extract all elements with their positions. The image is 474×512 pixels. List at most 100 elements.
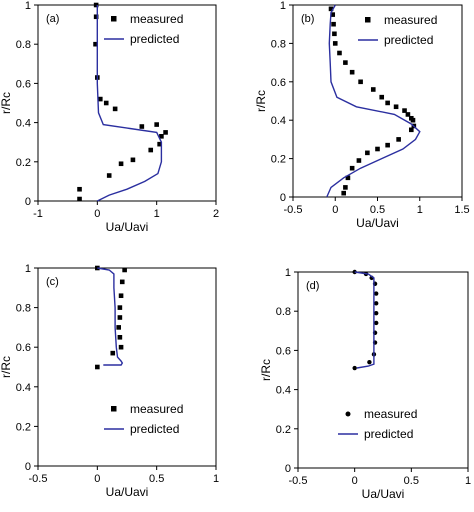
plot-frame: [297, 271, 469, 469]
data-point: [163, 130, 168, 135]
data-point: [410, 117, 416, 123]
x-tick-label: -0.5: [289, 475, 308, 487]
data-point: [358, 79, 363, 85]
data-point: [122, 267, 127, 273]
plot-frame: [37, 267, 217, 467]
data-point: [93, 2, 99, 8]
data-point: [154, 122, 159, 127]
x-axis-label: Ua/Uavi: [106, 220, 149, 234]
data-point: [365, 150, 370, 156]
series-line-predicted: [326, 4, 421, 198]
y-tick-label: 1: [285, 267, 291, 279]
y-axis-label: r/Rc: [259, 359, 273, 381]
y-tick-label: 0.2: [16, 157, 31, 169]
x-tick-label: 1: [154, 208, 160, 220]
data-point: [98, 96, 103, 102]
series-line-predicted: [354, 271, 375, 369]
data-point: [93, 14, 99, 20]
x-tick-label: 0.5: [149, 473, 164, 485]
data-point: [405, 112, 411, 117]
panel-label: (c): [46, 276, 59, 288]
y-axis-label: r/Rc: [254, 90, 268, 112]
y-tick-label: 0: [285, 463, 291, 475]
data-point: [352, 365, 357, 371]
data-point: [119, 279, 125, 285]
data-point: [385, 142, 390, 148]
data-point: [409, 127, 414, 133]
y-tick-label: 1: [25, 0, 31, 12]
x-tick-label: 2: [213, 208, 219, 220]
data-point: [375, 146, 380, 152]
x-tick-label: 1: [465, 475, 471, 487]
data-point: [139, 124, 145, 129]
data-point: [77, 186, 82, 192]
data-point: [385, 100, 390, 106]
data-point: [374, 291, 379, 296]
y-tick-label: 0.6: [16, 78, 31, 90]
x-axis-label: Ua/Uavi: [356, 216, 399, 230]
data-point: [103, 100, 109, 106]
legend-label: measured: [130, 402, 183, 416]
x-tick-label: -1: [33, 208, 43, 220]
chart-panel-4: 00.20.40.60.81-0.5 0 0.5 1Ua/Uavir/Rc(d)mea…: [259, 267, 471, 501]
data-point: [332, 41, 338, 46]
legend-label: predicted: [130, 422, 179, 436]
chart-panel-2: 00.20.40.60.81-0.5 0 0.5 1 1.5Ua/Uavir/Rc(b)…: [254, 0, 470, 230]
plot-frame: [292, 4, 463, 198]
data-point: [117, 335, 123, 340]
legend-swatch-measured: [111, 16, 117, 22]
chart-panel-3: 00.20.40.60.81-0.5 0 0.5 1Ua/Uavir/Rc(c)mea…: [0, 263, 219, 499]
data-point: [93, 41, 98, 47]
data-point: [328, 6, 334, 12]
y-tick-label: 0.2: [271, 154, 286, 166]
legend-label: measured: [130, 12, 183, 26]
x-tick-label: 1: [213, 473, 219, 485]
data-point: [159, 134, 164, 139]
data-point: [118, 344, 124, 350]
panel-label: (d): [306, 280, 319, 292]
legend-label: measured: [364, 407, 417, 421]
data-point: [356, 158, 362, 163]
legend-swatch-measured: [111, 406, 117, 412]
x-tick-label: 1: [417, 204, 423, 216]
y-tick-label: 0.2: [16, 421, 31, 433]
data-point: [345, 175, 351, 181]
x-axis-label: Ua/Uavi: [362, 487, 405, 501]
data-point: [374, 301, 379, 306]
legend-label: measured: [384, 13, 437, 27]
data-point: [370, 87, 376, 92]
x-tick-label: 0: [94, 208, 100, 220]
data-point: [148, 147, 154, 153]
data-point: [331, 21, 336, 27]
data-point: [396, 137, 401, 142]
data-point: [332, 31, 337, 37]
x-tick-label: 0: [94, 473, 100, 485]
y-tick-label: 0.8: [271, 38, 286, 50]
y-tick-label: 0.6: [16, 342, 31, 354]
data-point: [374, 320, 379, 326]
data-point: [95, 364, 100, 370]
data-point: [116, 325, 121, 330]
x-tick-label: 0.5: [370, 204, 385, 216]
legend-label: predicted: [130, 32, 179, 46]
plot-frame: [37, 4, 217, 202]
y-tick-label: 1: [280, 0, 286, 12]
data-point: [352, 269, 357, 275]
y-axis-label: r/Rc: [0, 92, 13, 114]
panel-label: (a): [46, 13, 59, 25]
x-tick-label: -0.5: [284, 204, 303, 216]
data-point: [341, 190, 346, 196]
data-point: [337, 50, 342, 56]
y-tick-label: 0.6: [276, 345, 291, 357]
data-point: [349, 165, 355, 171]
y-tick-label: 0.2: [276, 424, 291, 436]
y-tick-label: 0: [25, 196, 31, 208]
data-point: [367, 359, 372, 365]
y-tick-label: 0.4: [16, 118, 31, 130]
x-axis-label: Ua/Uavi: [106, 485, 149, 499]
data-point: [157, 141, 162, 147]
y-tick-label: 0.4: [16, 382, 31, 394]
data-point: [343, 60, 348, 65]
data-point: [349, 69, 355, 75]
